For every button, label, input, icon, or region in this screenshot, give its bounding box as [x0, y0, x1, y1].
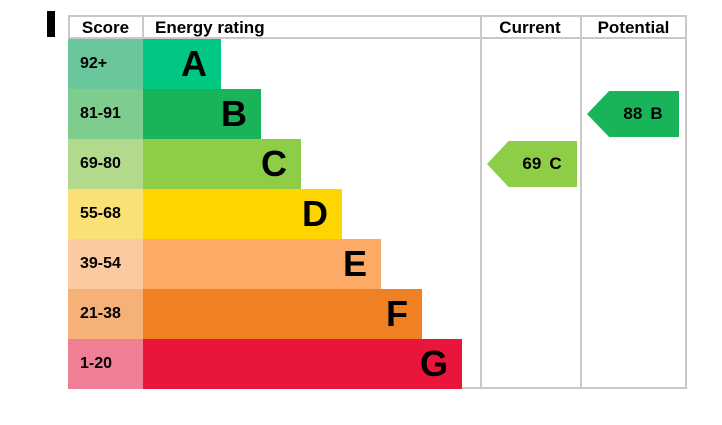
potential-rating-arrow: 88 B: [587, 91, 679, 137]
table-header-row: Score Energy rating Current Potential: [68, 17, 687, 38]
score-range-g: 1-20: [68, 339, 143, 389]
current-rating-arrow: 69 C: [487, 141, 577, 187]
header-bottom-border: [68, 37, 687, 39]
score-range-d: 55-68: [68, 189, 143, 239]
band-row-f: 21-38 F: [68, 289, 687, 339]
score-range-b: 81-91: [68, 89, 143, 139]
table-left-border: [68, 15, 70, 39]
current-column-divider: [480, 15, 482, 389]
band-bar-d: D: [143, 189, 342, 239]
band-row-g: 1-20 G: [68, 339, 687, 389]
score-column-divider: [142, 15, 144, 39]
potential-rating-score: 88: [623, 104, 643, 123]
band-row-c: 69-80 C: [68, 139, 687, 189]
current-rating-band: C: [549, 154, 562, 173]
band-row-b: 81-91 B: [68, 89, 687, 139]
potential-rating-band: B: [650, 104, 663, 123]
table-right-border: [685, 15, 687, 389]
potential-column-divider: [580, 15, 582, 389]
header-potential: Potential: [597, 17, 670, 37]
band-row-e: 39-54 E: [68, 239, 687, 289]
header-energy-rating: Energy rating: [155, 17, 265, 37]
band-row-a: 92+ A: [68, 39, 687, 89]
score-range-c: 69-80: [68, 139, 143, 189]
band-bar-e: E: [143, 239, 381, 289]
band-row-d: 55-68 D: [68, 189, 687, 239]
header-score: Score: [81, 17, 130, 37]
left-accent-bar: [47, 11, 55, 37]
band-bar-c: C: [143, 139, 301, 189]
band-bar-f: F: [143, 289, 422, 339]
epc-table: Score Energy rating Current Potential 92…: [68, 15, 687, 389]
current-rating-score: 69: [522, 154, 542, 173]
score-range-a: 92+: [68, 39, 143, 89]
score-range-e: 39-54: [68, 239, 143, 289]
header-current: Current: [499, 17, 561, 37]
band-bar-a: A: [143, 39, 221, 89]
score-range-f: 21-38: [68, 289, 143, 339]
band-bar-g: G: [143, 339, 462, 389]
band-bar-b: B: [143, 89, 261, 139]
band-rows: 92+ A 81-91 B 69-80 C 55-68 D 39-54 E 21-38 F 1-20 G: [68, 39, 687, 389]
table-top-border: [68, 15, 687, 17]
